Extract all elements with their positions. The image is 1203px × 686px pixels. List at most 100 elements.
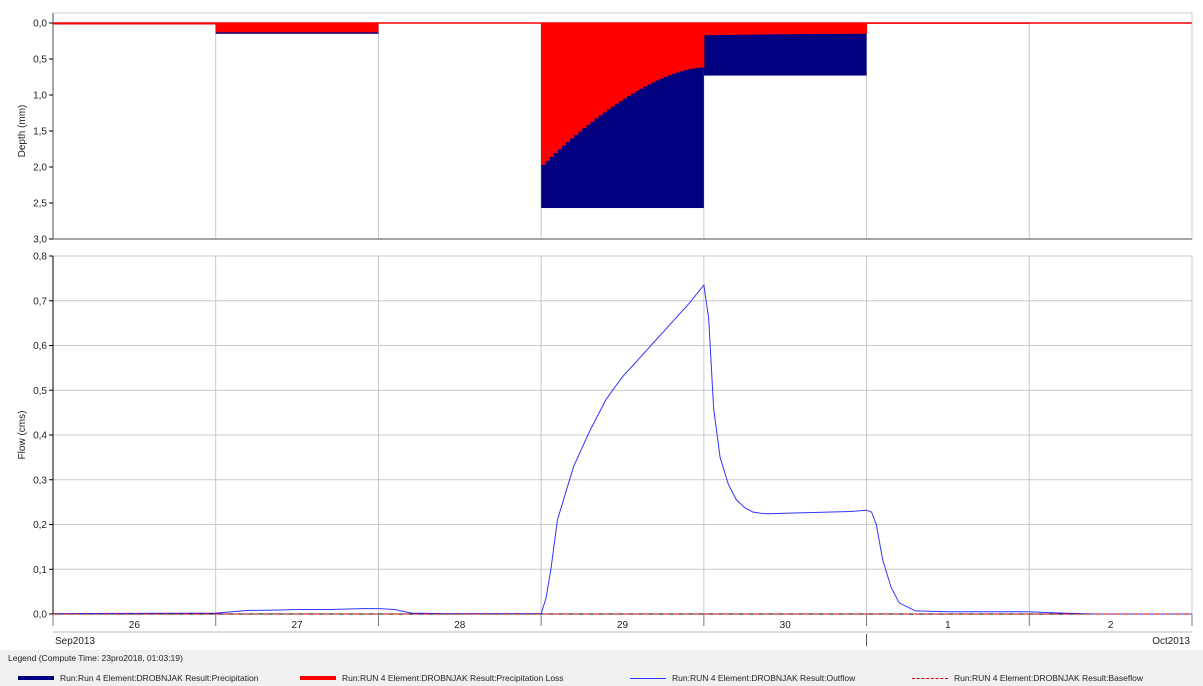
precipitation-loss-step: [801, 23, 807, 35]
legend-item-baseflow: Run:RUN 4 Element:DROBNJAK Result:Basefl…: [912, 671, 1143, 685]
precipitation-loss-step: [740, 23, 746, 35]
precipitation-loss-step: [569, 23, 575, 139]
precipitation-loss-step: [598, 23, 603, 116]
precipitation-loss-step: [728, 23, 733, 35]
precipitation-loss-step: [667, 23, 672, 76]
hydrograph-chart: 0,0 0,5 1,0 1,5 2,0 2,5 3,0 Depth (mm) 0,0 0,1 0,2…: [17, 12, 1193, 647]
outflow-line: [52, 283, 1192, 615]
precipitation-loss-step: [777, 23, 782, 35]
legend-swatch-precipitation: [18, 676, 54, 680]
legend-label-baseflow: Run:RUN 4 Element:DROBNJAK Result:Basefl…: [954, 673, 1143, 683]
depth-y-tick-label: 2,5: [33, 199, 47, 210]
depth-frame: [52, 12, 1193, 240]
precipitation-loss-step: [634, 23, 640, 92]
precipitation-loss-step: [711, 23, 717, 36]
precipitation-loss-step: [581, 23, 587, 129]
legend-item-precipitation: Run:Run 4 Element:DROBNJAK Result:Precip…: [18, 671, 258, 685]
precipitation-loss-step: [638, 23, 644, 89]
legend-swatch-baseflow: [912, 677, 948, 679]
legend-swatch-precipitation-loss: [300, 676, 336, 680]
precipitation-loss-step: [614, 23, 619, 104]
precipitation-loss-step: [585, 23, 591, 125]
x-day-label: 29: [617, 620, 629, 631]
precipitation-loss-step: [720, 23, 725, 36]
precipitation-loss-step: [838, 23, 843, 34]
x-month-label-sep: Sep2013: [55, 636, 95, 647]
x-day-label: 2: [1108, 620, 1114, 631]
precipitation-loss-step: [565, 23, 571, 143]
legend-label-outflow: Run:RUN 4 Element:DROBNJAK Result:Outflo…: [672, 673, 856, 683]
precipitation-loss-step: [736, 23, 741, 35]
legend-item-precipitation-loss: Run:RUN 4 Element:DROBNJAK Result:Precip…: [300, 671, 564, 685]
precipitation-loss-step: [626, 23, 632, 96]
precipitation-loss-step: [675, 23, 680, 73]
precipitation-loss-step: [748, 23, 754, 35]
flow-y-tick-label: 0,0: [33, 610, 47, 621]
precipitation-loss-step: [862, 23, 868, 34]
precipitation-loss-step: [655, 23, 660, 81]
precipitation-loss-step: [756, 23, 762, 35]
precipitation-loss-step: [752, 23, 758, 35]
precipitation-loss-step: [561, 23, 567, 146]
flow-y-tick-label: 0,8: [33, 252, 47, 263]
precipitation-loss-step: [630, 23, 636, 94]
precipitation-loss-step: [622, 23, 628, 99]
x-day-label: 30: [780, 620, 792, 631]
precipitation-loss-step: [679, 23, 685, 72]
precipitation-loss-step: [707, 23, 713, 36]
precipitation-loss-step: [793, 23, 798, 35]
x-day-label: 27: [292, 620, 304, 631]
depth-y-tick-label: 3,0: [33, 235, 47, 246]
precipitation-loss-step: [821, 23, 827, 34]
precipitation-loss-step: [663, 23, 668, 77]
legend-swatch-outflow: [630, 677, 666, 679]
depth-y-axis-label: Depth (mm): [17, 105, 28, 158]
precipitation-loss-step: [760, 23, 766, 35]
precipitation-loss-step: [834, 23, 839, 34]
precipitation-loss-step: [594, 23, 599, 119]
precipitation-loss-step: [842, 23, 847, 34]
precipitation-loss-step: [610, 23, 615, 107]
depth-y-tick-label: 1,0: [33, 91, 47, 102]
precipitation-loss-step: [646, 23, 652, 85]
legend-title: Legend (Compute Time: 23pro2018, 01:03:1…: [8, 653, 183, 663]
precipitation-loss-step: [606, 23, 611, 110]
precipitation-loss-step: [797, 23, 802, 35]
precipitation-loss-step: [703, 23, 709, 36]
flow-y-tick-label: 0,6: [33, 341, 47, 352]
precipitation-loss-step: [573, 23, 579, 135]
precipitation-loss-step: [659, 23, 664, 79]
precipitation-loss-step: [805, 23, 811, 35]
precipitation-loss-step: [817, 23, 823, 34]
precipitation-loss-step: [809, 23, 815, 35]
precipitation-loss-step: [768, 23, 774, 35]
precipitation-loss-step: [557, 23, 562, 150]
precipitation-loss-step: [589, 23, 595, 122]
flow-y-tick-label: 0,4: [33, 431, 47, 442]
legend-label-precipitation: Run:Run 4 Element:DROBNJAK Result:Precip…: [60, 673, 259, 683]
precipitation-loss-step: [716, 23, 721, 36]
precipitation-loss-step: [724, 23, 729, 35]
precipitation-loss-step: [699, 23, 705, 68]
depth-y-tick-label: 0,0: [33, 19, 47, 30]
precipitation-loss-step: [687, 23, 693, 70]
precipitation-loss-step: [858, 23, 864, 34]
precipitation-loss-step: [541, 23, 546, 165]
precipitation-loss-step: [773, 23, 778, 35]
precipitation-loss-step: [744, 23, 750, 35]
precipitation-loss-step: [781, 23, 786, 35]
plot-area: 0,0 0,5 1,0 1,5 2,0 2,5 3,0 Depth (mm) 0,0 0,1 0,2…: [0, 0, 1203, 650]
precipitation-loss-step: [671, 23, 676, 74]
precipitation-loss-step: [732, 23, 737, 35]
depth-y-tick-label: 0,5: [33, 55, 47, 66]
precipitation-loss-step: [829, 23, 835, 34]
precipitation-loss-step: [764, 23, 770, 35]
precipitation-loss-step: [549, 23, 554, 157]
precipitation-loss-step: [789, 23, 794, 35]
precipitation-loss-step: [577, 23, 583, 132]
x-month-label-oct: Oct2013: [1152, 636, 1190, 647]
precipitation-loss-step: [602, 23, 607, 113]
depth-y-tick-label: 1,5: [33, 127, 47, 138]
precipitation-loss-step: [825, 23, 831, 34]
